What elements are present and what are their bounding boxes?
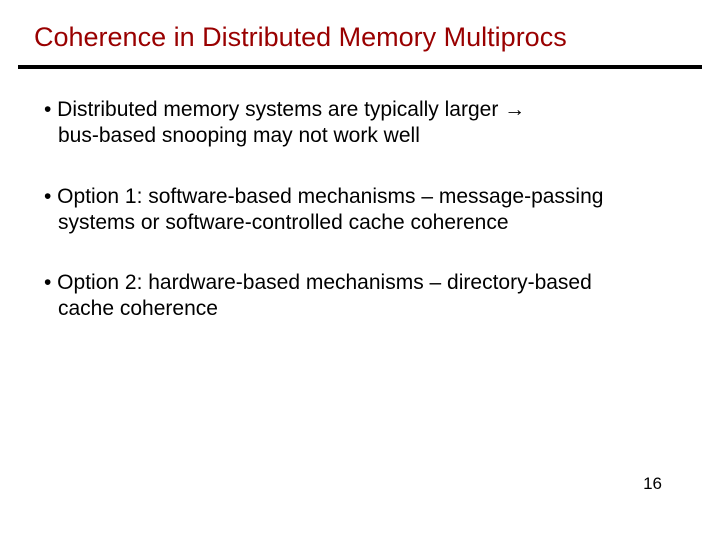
bullet-item: • Distributed memory systems are typical… [44,97,700,150]
bullet-item: • Option 1: software-based mechanisms – … [44,184,700,237]
bullet-text-line: • Option 1: software-based mechanisms – … [44,184,700,210]
slide: Coherence in Distributed Memory Multipro… [0,0,720,540]
bullet-text-line: bus-based snooping may not work well [44,123,700,149]
bullet-text-line: • Option 2: hardware-based mechanisms – … [44,270,700,296]
page-number: 16 [643,474,662,494]
slide-body: • Distributed memory systems are typical… [0,69,720,323]
slide-title: Coherence in Distributed Memory Multipro… [0,0,720,65]
bullet-item: • Option 2: hardware-based mechanisms – … [44,270,700,323]
bullet-text-line: • Distributed memory systems are typical… [44,97,700,123]
bullet-text-line: systems or software-controlled cache coh… [44,210,700,236]
bullet-text-line: cache coherence [44,296,700,322]
